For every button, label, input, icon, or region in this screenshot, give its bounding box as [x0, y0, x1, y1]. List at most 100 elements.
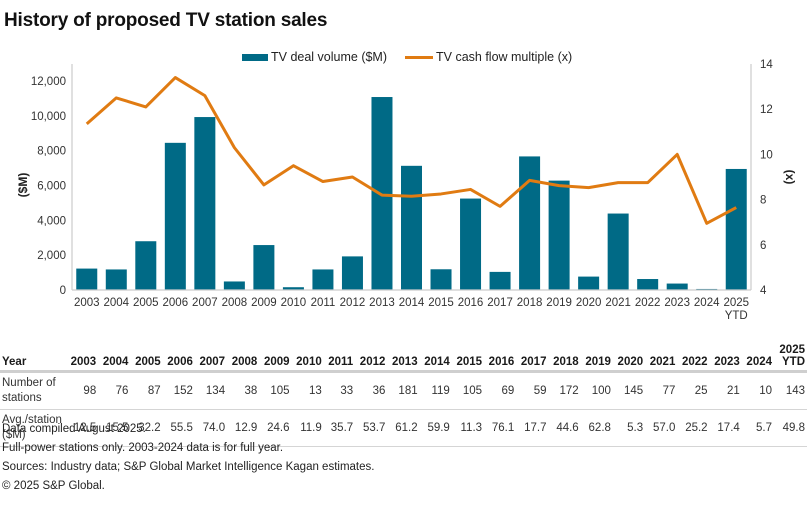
table-header-year-cell: 2024	[739, 338, 773, 373]
table-cell: 5.7	[739, 409, 773, 447]
x-tick-label: 2006	[163, 297, 189, 309]
bar-2014	[401, 165, 422, 290]
table-header-year-cell: 2023	[707, 338, 740, 373]
bar-2016	[460, 198, 482, 290]
bar-2022	[637, 279, 659, 290]
bar-series	[76, 97, 747, 291]
table-header-year-cell: 2025 YTD	[772, 338, 807, 373]
table-row: Number of stations 98 76 87 152 134 38 105 13 33 36…	[0, 371, 807, 410]
legend-item-cash-flow: TV cash flow multiple (x)	[405, 50, 572, 64]
table-cell: 17.7	[514, 409, 547, 447]
x-tick-label: 2021	[605, 297, 631, 309]
x-tick-label: 2010	[281, 297, 307, 309]
table-header-year-cell: 2012	[353, 338, 386, 373]
table-cell: 32.2	[128, 409, 161, 447]
table-header-year-cell: 2020	[610, 338, 644, 373]
x-tick-label: 2011	[311, 297, 336, 309]
table-cell: 24.6	[257, 409, 290, 447]
y-tick-label: 0	[60, 285, 66, 297]
table-cell: 172	[546, 371, 579, 410]
table-header-year-cell: 2008	[225, 338, 258, 373]
note-copyright: © 2025 S&P Global.	[2, 480, 105, 492]
table-cell: 87	[128, 371, 161, 410]
x-tick-label: 2003	[74, 297, 100, 309]
x-tick-label: 2012	[340, 297, 366, 309]
bar-2005	[135, 241, 157, 290]
bar-2017	[489, 271, 511, 290]
table-cell: 38	[225, 371, 258, 410]
table-cell: 25	[675, 371, 708, 410]
table-cell: 11.3	[449, 409, 483, 447]
table-cell: 11.9	[289, 409, 322, 447]
y-tick-label: 2,000	[37, 250, 66, 262]
bar-2008	[223, 281, 245, 290]
table-header-year-cell: 2010	[289, 338, 322, 373]
table-header-row: Year 2003 2004 2005 2006 2007 2008 2009 2010 201…	[0, 338, 807, 373]
table-row: Avg./station ($M) 12.5 15.5 32.2 55.5 74.0 12.9…	[0, 409, 807, 447]
bar-2009	[253, 245, 275, 290]
x-tick-label: 2005	[133, 297, 159, 309]
table-cell: 59.9	[417, 409, 450, 447]
legend: TV deal volume ($M) TV cash flow multipl…	[0, 50, 807, 68]
bar-2012	[341, 256, 363, 290]
x-tick-label: 2024	[694, 297, 720, 309]
line-series	[85, 76, 737, 225]
table-row-label: Avg./station ($M)	[0, 409, 64, 447]
note-compiled: Data compiled August 2025.	[2, 423, 146, 435]
bar-2003	[76, 268, 98, 290]
table-cell: 105	[257, 371, 290, 410]
legend-label-deal-volume: TV deal volume ($M)	[271, 50, 388, 64]
table-cell: 152	[160, 371, 193, 410]
table-cell: 12.9	[225, 409, 258, 447]
table-cell: 13	[289, 371, 322, 410]
table-cell: 44.6	[546, 409, 579, 447]
legend-label-cash-flow: TV cash flow multiple (x)	[436, 50, 573, 64]
table-cell: 134	[192, 371, 226, 410]
table-header-year-cell: 2015	[449, 338, 483, 373]
table-cell: 53.7	[353, 409, 386, 447]
bar-2011	[312, 269, 334, 290]
table-header-year-cell: 2019	[578, 338, 611, 373]
bar-2015	[430, 269, 452, 290]
legend-swatch-bar	[242, 53, 268, 61]
table-cell: 12.5	[64, 409, 97, 447]
bar-2023	[666, 283, 688, 290]
table-cell: 98	[64, 371, 97, 410]
table-cell: 17.4	[707, 409, 740, 447]
table-header-year-cell: 2017	[514, 338, 547, 373]
chart-title: History of proposed TV station sales	[4, 10, 328, 31]
table-cell: 181	[385, 371, 418, 410]
table-cell: 15.5	[96, 409, 129, 447]
y2-tick-label: 10	[760, 149, 773, 161]
x-tick-label: 2013	[369, 297, 395, 309]
y2-tick-label: 14	[760, 59, 773, 71]
x-tick-label: 2009	[251, 297, 277, 309]
note-sources: Sources: Industry data; S&P Global Marke…	[2, 461, 375, 473]
table-header-year-cell: 2005	[128, 338, 161, 373]
table-cell: 74.0	[192, 409, 226, 447]
note-scope: Full-power stations only. 2003-2024 data…	[2, 442, 284, 454]
table-cell: 59	[514, 371, 547, 410]
y-tick-label: 8,000	[37, 146, 66, 158]
data-table: Year 2003 2004 2005 2006 2007 2008 2009 2010 201…	[0, 338, 807, 447]
legend-swatch-line	[405, 55, 433, 59]
table-cell: 57.0	[643, 409, 676, 447]
table-header-year-cell: 2004	[96, 338, 129, 373]
table-header-year-cell: 2003	[64, 338, 97, 373]
table-cell: 35.7	[321, 409, 354, 447]
table-header-year-cell: 2016	[482, 338, 515, 373]
bar-2018	[519, 156, 541, 290]
x-tick-label: 2014	[399, 297, 425, 309]
table-header-year-cell: 2021	[643, 338, 676, 373]
bar-2010	[282, 287, 304, 290]
y-tick-label: 12,000	[31, 76, 66, 88]
table-cell: 77	[643, 371, 676, 410]
x-tick-label: 2007	[192, 297, 218, 309]
x-tick-label: 2023	[664, 297, 690, 309]
table-cell: 10	[739, 371, 773, 410]
table-header-year-cell: 2009	[257, 338, 290, 373]
y-tick-label: 6,000	[37, 181, 66, 193]
x-tick-label: YTD	[725, 310, 748, 322]
table-cell: 21	[707, 371, 740, 410]
y-tick-label: 10,000	[31, 111, 66, 123]
